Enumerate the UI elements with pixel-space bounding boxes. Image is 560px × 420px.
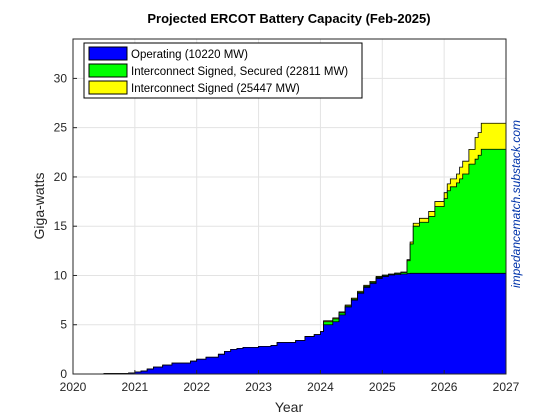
legend-swatch — [88, 80, 128, 95]
x-axis-label: Year — [275, 399, 304, 415]
legend-entry: Operating (10220 MW) — [131, 49, 248, 61]
plot-frame — [72, 38, 507, 375]
area-series — [73, 122, 507, 375]
area-series-1 — [73, 272, 507, 375]
y-tick-label: 30 — [54, 71, 68, 85]
x-axis-ticks: 2020 2021 2022 2023 2024 2025 2026 2027 — [60, 370, 520, 394]
x-tick-label: 2021 — [122, 380, 149, 394]
legend-box — [83, 42, 363, 99]
legend-swatch — [88, 63, 128, 78]
y-tick-label: 0 — [60, 367, 67, 381]
y-tick-label: 15 — [54, 219, 68, 233]
y-axis-ticks: 0 5 10 15 20 25 30 — [54, 71, 77, 381]
y-tick-label: 20 — [54, 170, 68, 184]
legend-swatch — [88, 46, 128, 61]
x-tick-label: 2027 — [493, 380, 520, 394]
x-tick-label: 2026 — [431, 380, 458, 394]
y-tick-label: 5 — [60, 318, 67, 332]
y-tick-label: 10 — [54, 268, 68, 282]
legend-entry: Interconnect Signed, Secured (22811 MW) — [131, 66, 348, 78]
y-tick-label: 25 — [54, 121, 68, 135]
x-tick-label: 2022 — [183, 380, 210, 394]
chart-title: Projected ERCOT Battery Capacity (Feb-20… — [147, 11, 430, 26]
x-tick-label: 2023 — [245, 380, 272, 394]
legend-entry: Interconnect Signed (25447 MW) — [131, 83, 300, 95]
x-tick-label: 2024 — [307, 380, 334, 394]
watermark-text: impedancematch.substack.com — [509, 120, 523, 288]
y-axis-label: Giga-watts — [31, 173, 47, 240]
x-tick-label: 2025 — [369, 380, 396, 394]
legend: Operating (10220 MW) Interconnect Signed,… — [83, 42, 363, 99]
x-tick-label: 2020 — [60, 380, 87, 394]
